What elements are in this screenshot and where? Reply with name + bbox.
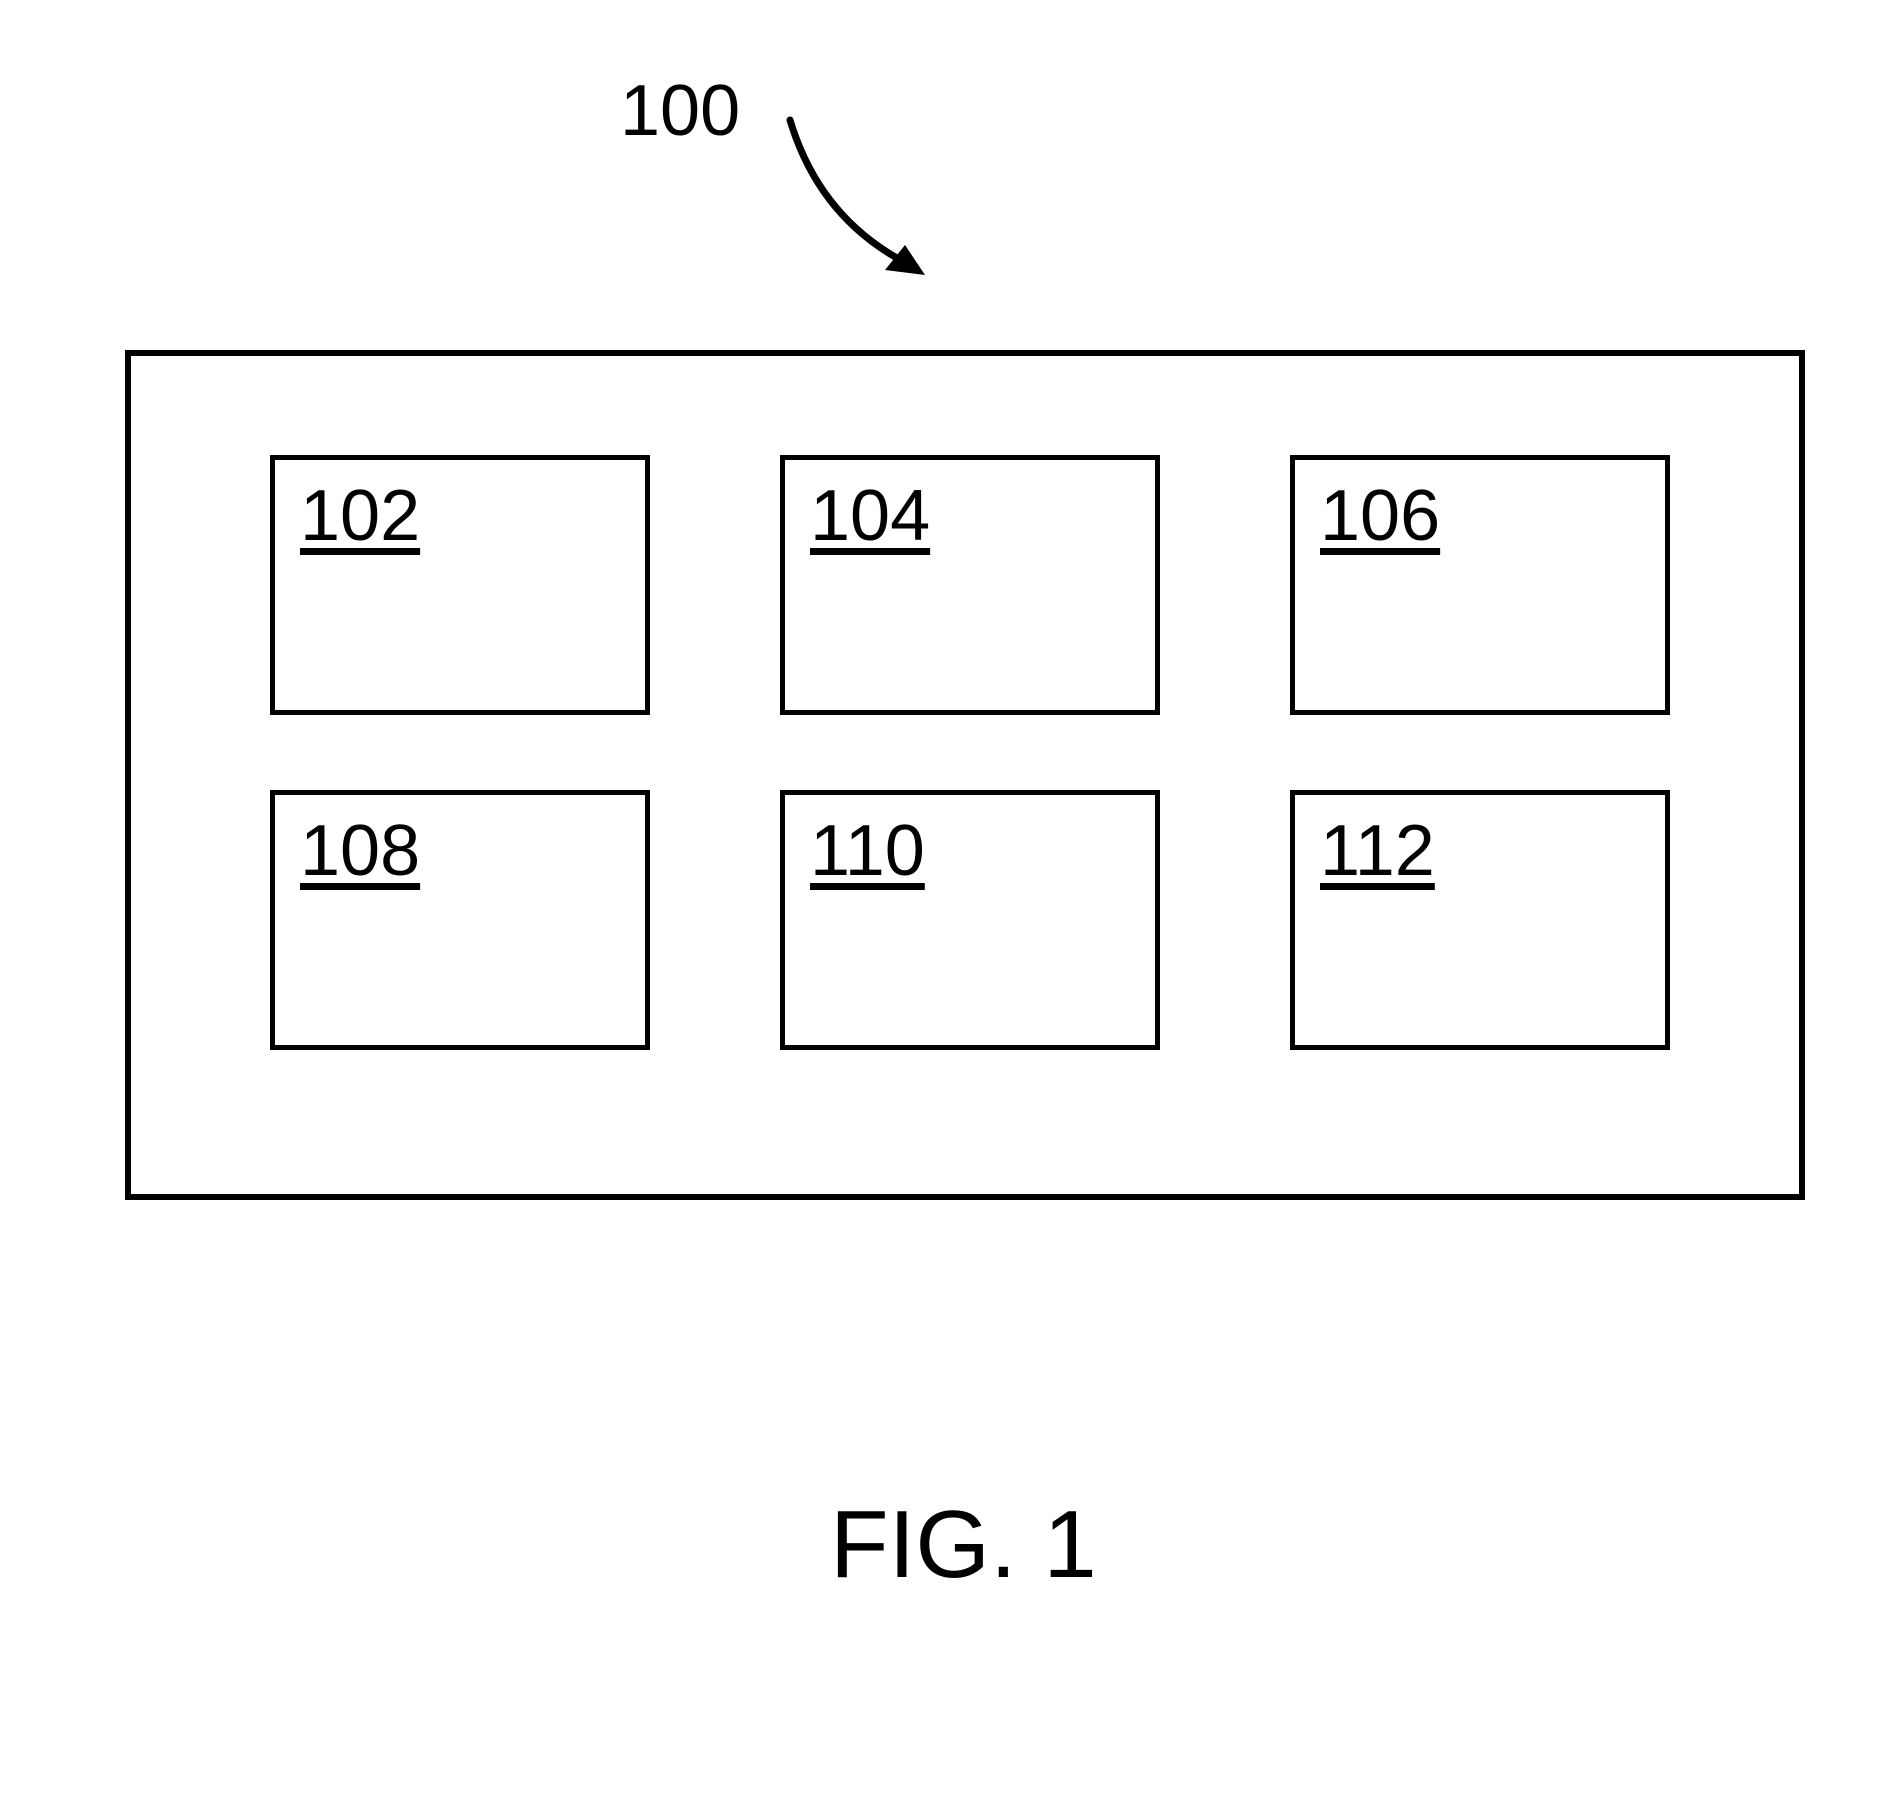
inner-box-104: 104 <box>780 455 1160 715</box>
inner-box-112: 112 <box>1290 790 1670 1050</box>
inner-box-108: 108 <box>270 790 650 1050</box>
box-label-110: 110 <box>810 810 925 892</box>
box-label-106: 106 <box>1320 475 1440 557</box>
box-label-108: 108 <box>300 810 420 892</box>
inner-box-106: 106 <box>1290 455 1670 715</box>
box-label-104: 104 <box>810 475 930 557</box>
patent-figure: 100 102 104 106 108 110 112 FIG. 1 <box>0 0 1899 1806</box>
figure-caption: FIG. 1 <box>830 1490 1097 1600</box>
inner-box-110: 110 <box>780 790 1160 1050</box>
reference-number-label: 100 <box>620 70 740 152</box>
box-label-112: 112 <box>1320 810 1435 892</box>
box-label-102: 102 <box>300 475 420 557</box>
inner-box-102: 102 <box>270 455 650 715</box>
reference-arrow <box>760 100 1000 320</box>
